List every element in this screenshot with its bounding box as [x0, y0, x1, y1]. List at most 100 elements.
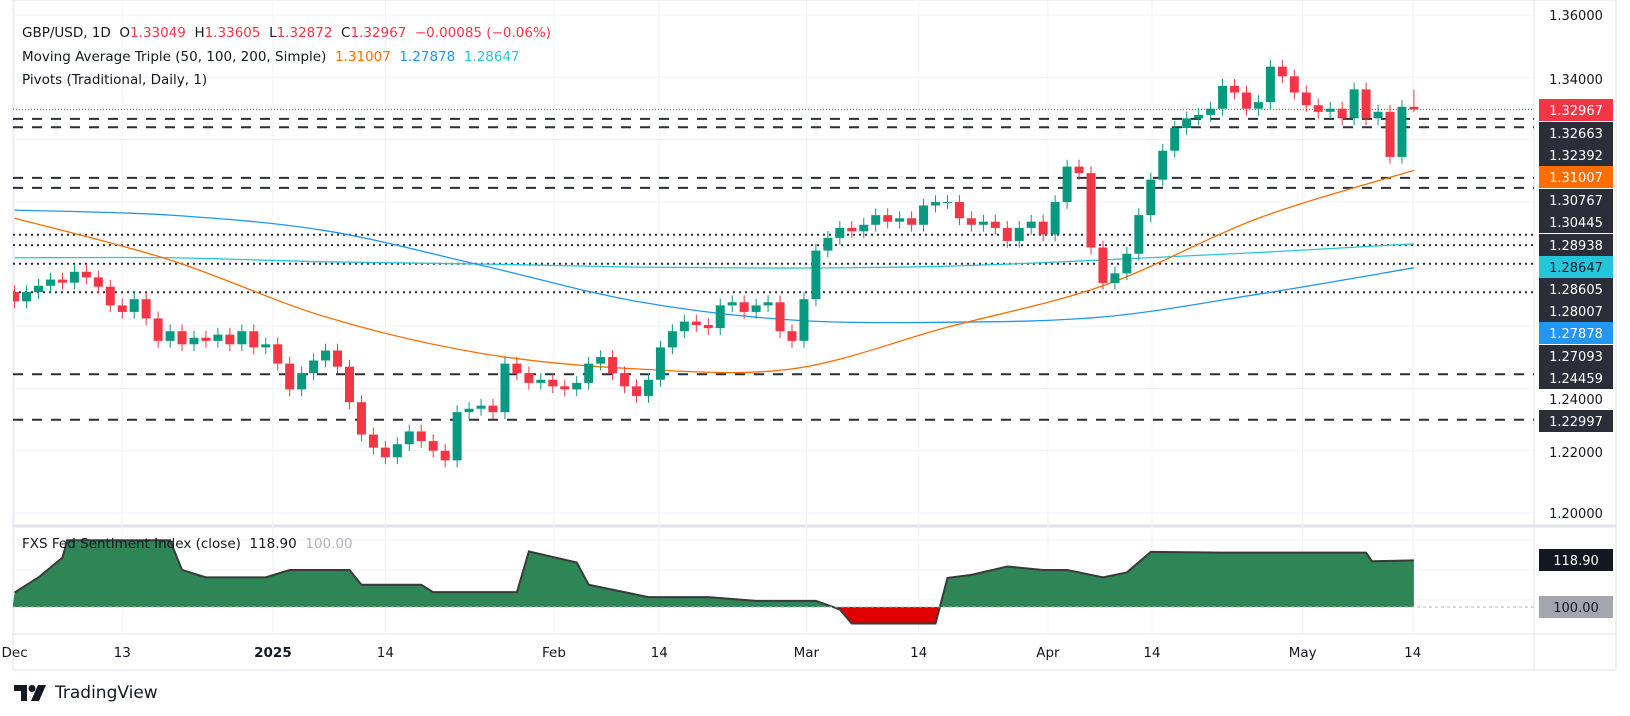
plot-area [13, 59, 1534, 468]
candle [368, 427, 378, 455]
candle-body [608, 357, 618, 374]
candle [691, 314, 701, 332]
candle-body [285, 363, 295, 390]
tradingview-logo-icon [14, 685, 46, 701]
time-axis[interactable]: Dec 13 2025 14 Feb 14 Mar 14 Apr 14 May 14 [2, 645, 1422, 661]
candle-body [799, 299, 809, 341]
candle [811, 243, 821, 307]
candle-body [1253, 102, 1263, 109]
candle [739, 295, 749, 319]
price-label-text: 1.32967 [1549, 104, 1603, 119]
tradingview-logo[interactable]: TradingView [14, 683, 158, 703]
candle-body [1313, 105, 1323, 112]
candle-body [213, 334, 223, 341]
candle-body [667, 331, 677, 348]
price-tick-label: 1.36000 [1549, 9, 1603, 24]
candle [213, 327, 223, 348]
candle [751, 298, 761, 319]
candle [476, 398, 486, 416]
change-value: −0.00085 (−0.06%) [414, 25, 552, 41]
candle [1098, 240, 1108, 290]
sentiment-value: 118.90 [249, 536, 297, 552]
candle-body [919, 205, 929, 225]
candle [715, 298, 725, 335]
brand-name: TradingView [55, 683, 158, 703]
candle-body [45, 279, 55, 286]
candle [1325, 101, 1335, 119]
candle-body [452, 412, 462, 461]
price-label-pivot [1539, 300, 1613, 322]
candle-body [1038, 221, 1048, 235]
price-label-pivot [1539, 367, 1613, 389]
candle [153, 311, 163, 348]
candle [452, 405, 462, 468]
candle-body [1325, 108, 1335, 112]
candle-body [1337, 108, 1347, 119]
candle-body [1397, 106, 1407, 157]
candle-body [954, 202, 964, 219]
candle-body [105, 286, 115, 306]
sentiment-line [14, 539, 1414, 625]
price-label-text: 1.27093 [1549, 350, 1603, 365]
candle [871, 208, 881, 232]
high-label: H [194, 25, 205, 41]
price-label-text: 1.32663 [1549, 127, 1603, 142]
candle [978, 214, 988, 232]
candle-body [847, 227, 857, 232]
candle-body [368, 434, 378, 448]
candle [655, 340, 665, 387]
candle-body [727, 302, 737, 306]
candle-body [201, 337, 211, 341]
candle-body [189, 337, 199, 345]
candle-body [751, 305, 761, 312]
candle-body [1373, 111, 1383, 119]
candle-body [69, 271, 79, 283]
candle-body [931, 202, 941, 206]
price-tick-label: 1.34000 [1549, 73, 1603, 88]
candle [895, 211, 905, 229]
candle [584, 356, 594, 390]
candle [572, 376, 582, 397]
time-tick-label: 13 [114, 645, 131, 661]
time-tick-label: 14 [910, 645, 927, 661]
candle-body [464, 408, 474, 413]
candle-body [1301, 92, 1311, 106]
price-label-text: 1.24459 [1549, 372, 1603, 387]
sentiment-title[interactable]: FXS Fed Sentiment Index (close) [22, 536, 241, 552]
symbol-label[interactable]: GBP/USD, 1D [22, 25, 111, 41]
high-value: 1.33605 [204, 25, 261, 41]
candle-body [440, 450, 450, 461]
candle [883, 208, 893, 229]
candle-body [34, 285, 44, 293]
candle [1301, 85, 1311, 113]
candle-body [1182, 118, 1192, 128]
candle [1170, 121, 1180, 158]
candle-body [1146, 179, 1156, 216]
ma-title[interactable]: Moving Average Triple (50, 100, 200, Sim… [22, 48, 327, 65]
candle-body [596, 357, 606, 364]
candle-body [643, 379, 653, 396]
candle-body [632, 386, 642, 396]
candle-body [572, 382, 582, 390]
candle [141, 292, 151, 326]
candle-body [823, 237, 833, 251]
candle-body [907, 218, 917, 225]
candle [297, 366, 307, 397]
sentiment-pane [13, 539, 1534, 625]
price-label-ma50 [1539, 166, 1613, 188]
price-axis[interactable]: 1.36000 1.34000 1.24000 1.22000 1.20000 1.329… [1539, 9, 1613, 618]
candle [440, 443, 450, 468]
candle [907, 211, 917, 232]
price-tick-label: 1.20000 [1549, 507, 1603, 522]
time-tick-label: 14 [651, 645, 668, 661]
sentiment-baseline-value: 100.00 [305, 536, 353, 552]
ma100-line [14, 209, 1415, 324]
candle-body [1289, 76, 1299, 93]
pivots-title[interactable]: Pivots (Traditional, Daily, 1) [22, 72, 208, 88]
chart-frame [12, 0, 1617, 671]
price-label-text: 1.31007 [1549, 171, 1603, 186]
candle [177, 324, 187, 352]
candle [273, 337, 283, 371]
time-tick-label: Apr [1036, 645, 1060, 661]
